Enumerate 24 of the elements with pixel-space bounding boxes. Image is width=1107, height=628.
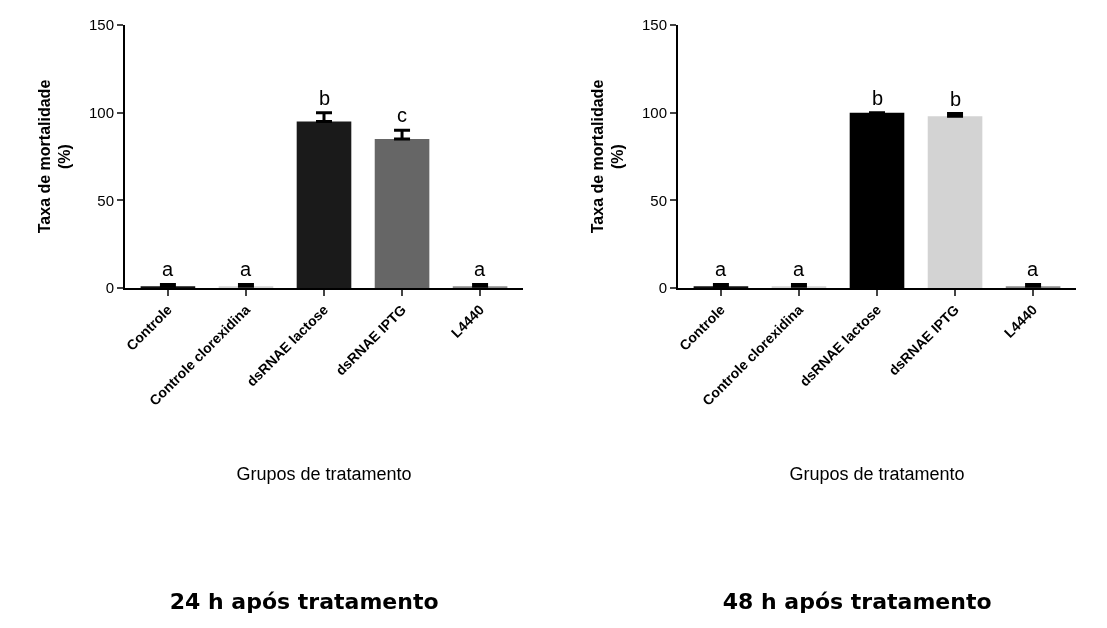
- annotation: b: [319, 87, 331, 109]
- y-axis-title: Taxa de mortalidade (%): [588, 79, 627, 234]
- annotation: a: [793, 258, 805, 280]
- annotation: a: [715, 258, 727, 280]
- annotation: c: [397, 104, 407, 126]
- annotation: a: [474, 258, 486, 280]
- annotation: b: [950, 88, 962, 110]
- annotation: b: [872, 87, 884, 109]
- annotation: a: [240, 258, 252, 280]
- x-axis-title: Grupos de tratamento: [236, 464, 412, 485]
- text: 24 h após tratamento: [169, 589, 439, 615]
- x-axis-title: Grupos de tratamento: [789, 464, 965, 485]
- y-tick-label: 100: [641, 103, 667, 121]
- y-axis-title: Taxa de mortalidade (%): [35, 79, 74, 234]
- annotation: a: [162, 258, 174, 280]
- y-tick-label: 50: [97, 191, 114, 209]
- y-tick-label: 0: [658, 279, 667, 297]
- y-tick-label: 100: [88, 103, 114, 121]
- annotation: a: [1027, 258, 1039, 280]
- text: 48 h após tratamento: [722, 589, 992, 615]
- y-tick-label: 150: [88, 16, 114, 34]
- y-tick-label: 50: [650, 191, 667, 209]
- y-tick-label: 150: [641, 16, 667, 34]
- y-tick-label: 0: [105, 279, 114, 297]
